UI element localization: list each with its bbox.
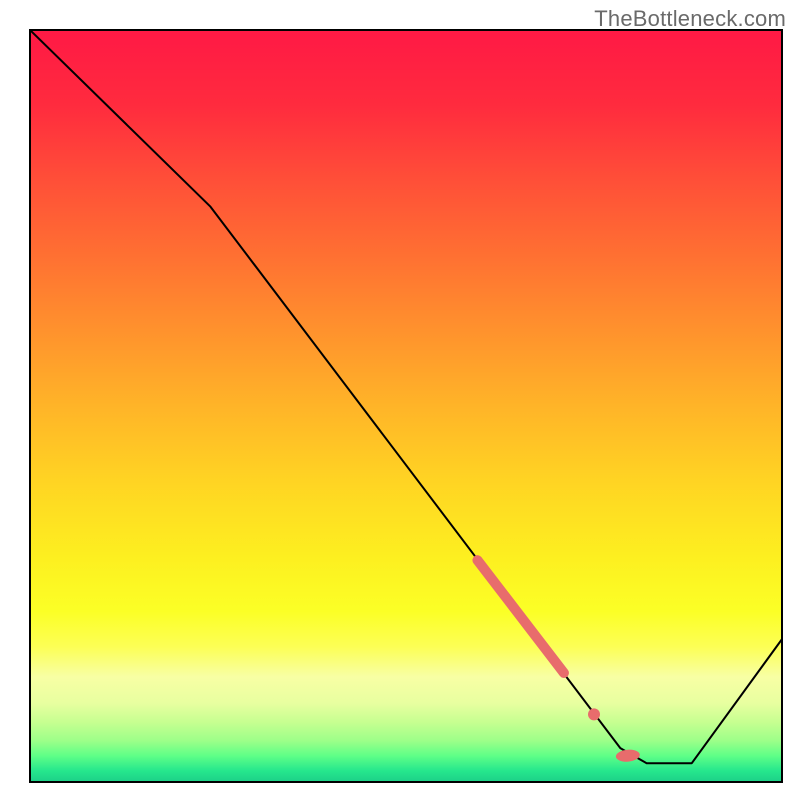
plot-area bbox=[30, 30, 782, 782]
chart-stage: TheBottleneck.com bbox=[0, 0, 800, 800]
bottleneck-chart bbox=[0, 0, 800, 800]
gradient-background bbox=[30, 30, 782, 782]
watermark-text: TheBottleneck.com bbox=[594, 6, 786, 32]
highlight-dot bbox=[588, 708, 600, 720]
